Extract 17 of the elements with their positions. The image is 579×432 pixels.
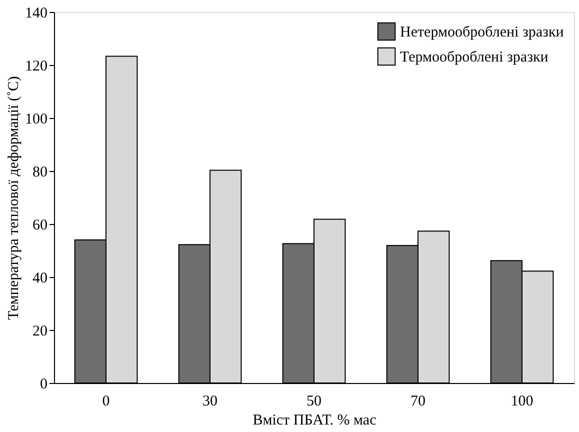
y-tick-label: 140 [25,6,48,22]
legend-label: Нетермооброблені зразки [400,24,564,40]
x-tick-label: 0 [102,394,110,410]
y-tick-label: 20 [32,324,48,340]
x-axis-title: Вміст ПБАТ. % мас [252,412,377,428]
x-tick-label: 70 [410,394,426,410]
y-tick-label: 120 [25,58,48,74]
x-tick-label: 100 [510,394,534,410]
legend-label: Термооброблені зразки [400,50,548,66]
y-tick-label: 80 [32,164,48,180]
y-axis-title: Температура теплової деформації (˚C) [6,76,22,320]
y-tick-label: 60 [32,218,48,234]
x-tick-label: 50 [306,394,322,410]
y-tick-label: 100 [25,112,48,128]
y-tick-label: 40 [32,270,48,286]
x-tick-label: 30 [202,394,218,410]
y-tick-label: 0 [40,376,48,392]
